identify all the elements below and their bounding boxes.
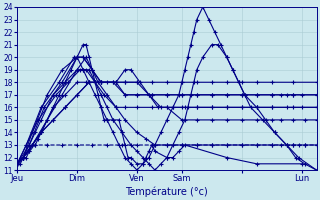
X-axis label: Température (°c): Température (°c)	[125, 186, 208, 197]
